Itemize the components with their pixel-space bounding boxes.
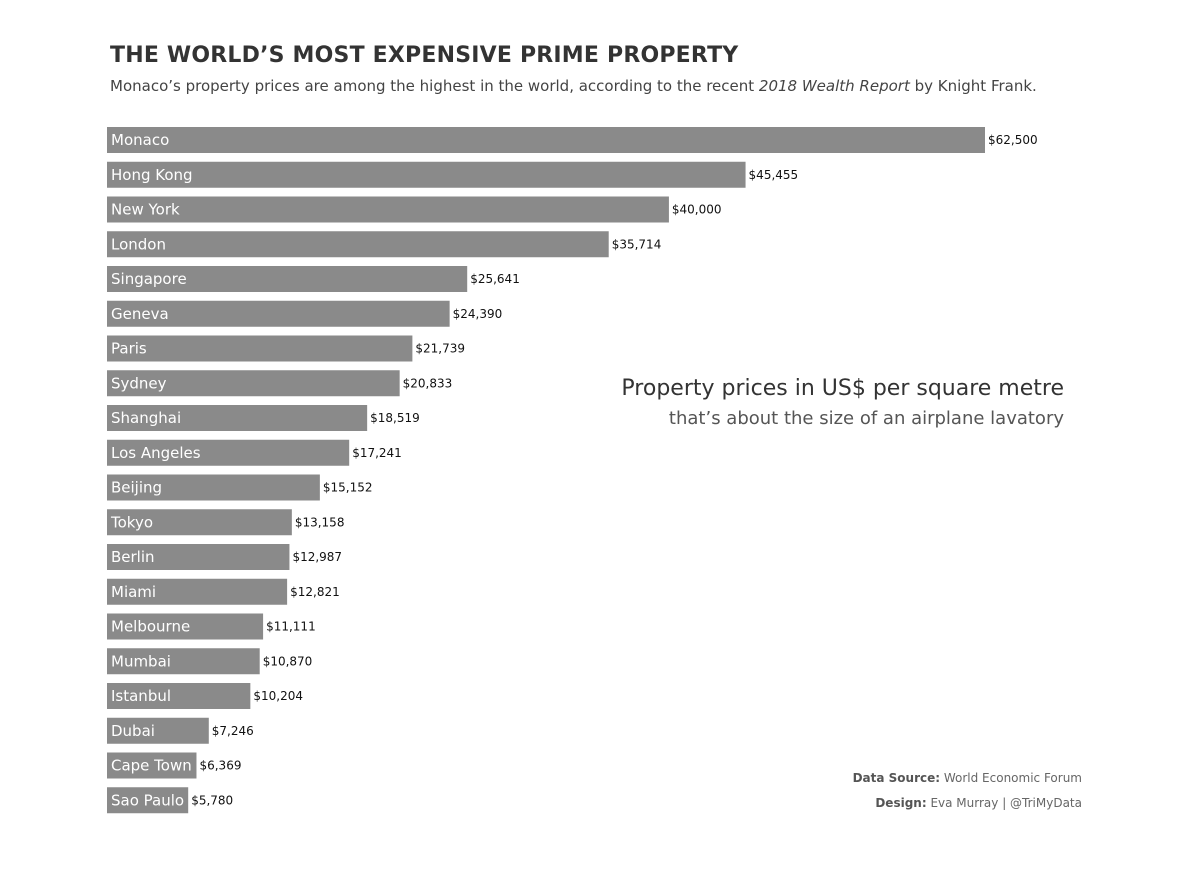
bar-value-label: $24,390 <box>453 307 503 321</box>
bar-melbourne <box>107 613 264 640</box>
bar-hong-kong <box>107 161 746 188</box>
bar-tokyo <box>107 509 292 536</box>
bar-value-label: $6,369 <box>199 759 241 773</box>
bar-category-label: Monaco <box>111 131 169 149</box>
bar-category-label: Sao Paulo <box>111 791 184 809</box>
bar-monaco <box>107 127 985 153</box>
bar-category-label: London <box>111 235 166 253</box>
bar-mumbai <box>107 648 260 675</box>
bar-value-label: $40,000 <box>672 203 722 217</box>
annotation-subheading: that’s about the size of an airplane lav… <box>668 408 1064 429</box>
data-source-label: Data Source: <box>852 771 941 785</box>
subtitle-text-end: by Knight Frank. <box>909 77 1037 95</box>
chart-subtitle: Monaco’s property prices are among the h… <box>110 77 1037 95</box>
bar-value-label: $5,780 <box>191 793 233 807</box>
bar-value-label: $18,519 <box>370 411 420 425</box>
bar-category-label: New York <box>111 201 180 219</box>
bar-new-york <box>107 196 669 223</box>
subtitle-report-name: 2018 Wealth Report <box>758 77 910 95</box>
data-source-value: World Economic Forum <box>940 771 1082 785</box>
bar-value-label: $11,111 <box>266 620 316 634</box>
bar-cape-town <box>107 752 197 779</box>
subtitle-text-start: Monaco’s property prices are among the h… <box>110 77 759 95</box>
bar-sao-paulo <box>107 787 189 814</box>
bar-category-label: Geneva <box>111 305 169 323</box>
bar-berlin <box>107 544 290 570</box>
design-label: Design: <box>875 796 927 810</box>
bar-category-label: Sydney <box>111 374 167 392</box>
bar-value-label: $25,641 <box>470 272 520 286</box>
bar-beijing <box>107 474 320 501</box>
bar-value-label: $12,821 <box>290 585 340 599</box>
bar-category-label: Istanbul <box>111 687 171 705</box>
bar-london <box>107 231 609 258</box>
bar-value-label: $13,158 <box>295 515 345 529</box>
bar-los-angeles <box>107 439 350 466</box>
bar-paris <box>107 335 413 362</box>
bar-value-label: $7,246 <box>212 724 254 738</box>
bar-value-label: $21,739 <box>415 342 465 356</box>
bar-value-label: $62,500 <box>988 133 1038 147</box>
bar-shanghai <box>107 405 368 431</box>
annotation-heading: Property prices in US$ per square metre <box>621 376 1064 401</box>
bar-category-label: Los Angeles <box>111 444 201 462</box>
bar-category-label: Paris <box>111 340 147 358</box>
bar-istanbul <box>107 683 251 709</box>
bar-category-label: Miami <box>111 583 156 601</box>
bar-value-label: $10,204 <box>253 689 303 703</box>
bar-value-label: $45,455 <box>749 168 799 182</box>
bar-category-label: Tokyo <box>110 513 153 531</box>
bar-category-label: Singapore <box>111 270 187 288</box>
bar-dubai <box>107 717 209 744</box>
bar-singapore <box>107 266 468 292</box>
bar-miami <box>107 578 288 605</box>
design-credit: Design: Eva Murray | @TriMyData <box>875 796 1082 810</box>
bar-category-label: Dubai <box>111 722 155 740</box>
bar-value-label: $20,833 <box>403 376 453 390</box>
bar-category-label: Berlin <box>111 548 155 566</box>
chart-title: THE WORLD’S MOST EXPENSIVE PRIME PROPERT… <box>110 43 739 68</box>
bar-category-label: Beijing <box>111 479 162 497</box>
design-value: Eva Murray | @TriMyData <box>926 796 1082 810</box>
bar-value-label: $35,714 <box>612 237 662 251</box>
bar-category-label: Cape Town <box>111 757 192 775</box>
bar-category-label: Shanghai <box>111 409 181 427</box>
bar-category-label: Hong Kong <box>111 166 193 184</box>
bar-value-label: $15,152 <box>323 481 373 495</box>
bar-geneva <box>107 300 450 327</box>
data-source-credit: Data Source: World Economic Forum <box>853 771 1082 785</box>
bar-value-label: $12,987 <box>292 550 342 564</box>
bar-category-label: Mumbai <box>111 652 171 670</box>
bar-category-label: Melbourne <box>111 618 190 636</box>
bar-value-label: $17,241 <box>352 446 402 460</box>
bar-sydney <box>107 370 400 397</box>
bar-value-label: $10,870 <box>263 654 313 668</box>
